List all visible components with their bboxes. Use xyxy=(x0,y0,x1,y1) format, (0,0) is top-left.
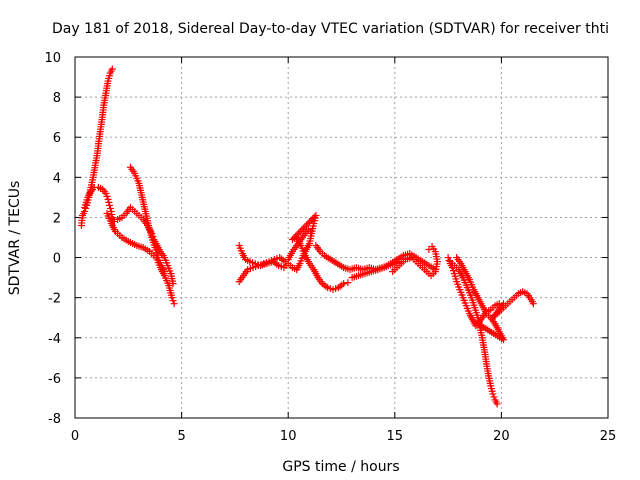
y-tick-label: 0 xyxy=(53,252,61,267)
series-1 xyxy=(77,65,178,308)
data-point xyxy=(105,198,113,206)
data-point xyxy=(169,297,177,305)
y-tick-label: -2 xyxy=(48,292,61,307)
data-point xyxy=(493,400,501,408)
data-point xyxy=(340,280,348,288)
data-point xyxy=(295,229,303,237)
data-point xyxy=(312,211,320,219)
data-point xyxy=(168,294,176,302)
data-point xyxy=(108,65,116,73)
series-2 xyxy=(235,211,441,294)
data-point xyxy=(344,279,352,287)
y-tick-label: 6 xyxy=(53,131,61,146)
data-point xyxy=(444,254,452,262)
data-point xyxy=(106,204,114,212)
data-point xyxy=(103,192,111,200)
data-point xyxy=(170,300,178,308)
y-tick-label: -8 xyxy=(48,412,61,427)
y-tick-label: 8 xyxy=(53,91,61,106)
data-point xyxy=(449,267,457,275)
series-3 xyxy=(444,254,537,408)
data-point xyxy=(309,215,317,223)
chart-title: Day 181 of 2018, Sidereal Day-to-day VTE… xyxy=(52,21,609,37)
data-point xyxy=(104,195,112,203)
y-tick-label: -6 xyxy=(48,372,61,387)
data-point xyxy=(106,201,114,209)
x-tick-label: 15 xyxy=(387,429,404,444)
y-axis-title: SDTVAR / TECUs xyxy=(7,181,23,296)
data-point xyxy=(301,223,309,231)
axis-ticks: 0 5 10 15 20 25 -8 -6 -4 -2 0 2 4 6 8 10 xyxy=(44,51,616,444)
data-point xyxy=(445,257,453,265)
x-axis-title: GPS time / hours xyxy=(282,459,399,475)
x-tick-label: 20 xyxy=(493,429,510,444)
data-point xyxy=(490,393,498,401)
y-tick-label: 10 xyxy=(44,51,61,66)
y-tick-label: 4 xyxy=(53,171,61,186)
x-tick-label: 25 xyxy=(600,429,617,444)
data-point xyxy=(299,224,307,232)
data-point xyxy=(428,243,436,251)
data-point xyxy=(304,219,312,227)
data-points xyxy=(77,65,537,408)
data-point xyxy=(307,216,315,224)
data-point xyxy=(161,268,169,276)
y-tick-label: -4 xyxy=(48,332,61,347)
plot-border xyxy=(74,56,609,419)
data-point xyxy=(306,218,314,226)
data-point xyxy=(296,227,304,235)
x-tick-label: 10 xyxy=(280,429,297,444)
grid-lines xyxy=(75,57,608,418)
y-tick-label: 2 xyxy=(53,211,61,226)
data-point xyxy=(303,221,311,229)
data-point xyxy=(298,226,306,234)
x-tick-label: 0 xyxy=(71,429,79,444)
data-point xyxy=(425,246,433,254)
data-point xyxy=(489,390,497,398)
x-tick-label: 5 xyxy=(177,429,185,444)
data-point xyxy=(529,300,537,308)
data-point xyxy=(102,189,110,197)
data-point xyxy=(310,213,318,221)
